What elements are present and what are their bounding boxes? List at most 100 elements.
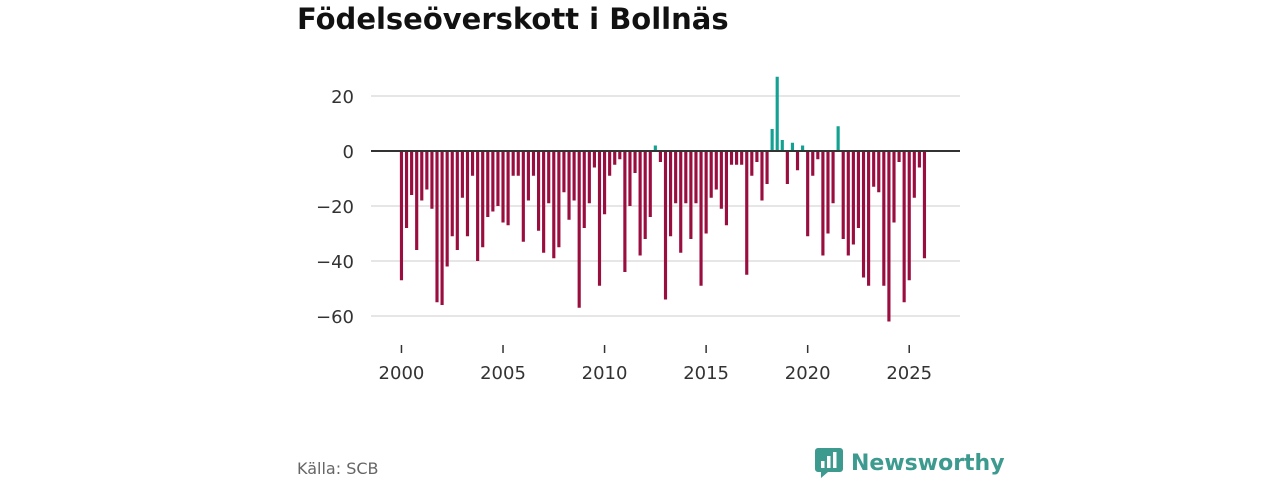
bar-negative xyxy=(735,151,739,165)
bar-negative xyxy=(435,151,439,303)
bar-positive xyxy=(780,140,784,151)
bar-negative xyxy=(897,151,901,162)
bar-negative xyxy=(430,151,434,209)
bar-negative xyxy=(729,151,734,165)
bar-negative xyxy=(470,151,475,176)
bar-negative xyxy=(669,151,673,237)
bar-negative xyxy=(907,151,911,281)
bar-negative xyxy=(572,151,576,201)
bar-negative xyxy=(658,151,662,162)
bar-negative xyxy=(542,151,546,253)
bar-negative xyxy=(704,151,708,234)
bar-negative xyxy=(689,151,693,239)
x-tick-label: 2005 xyxy=(480,363,526,384)
bar-negative xyxy=(516,151,520,176)
bar-negative xyxy=(638,151,642,256)
bar-negative xyxy=(501,151,505,223)
bar-negative xyxy=(724,151,729,226)
bar-negative xyxy=(526,151,530,201)
bar-negative xyxy=(476,151,480,261)
bar-negative xyxy=(709,151,713,198)
bar-chart: 20 0 −20 −40 −60 2000 2005 2010 2015 2020 2025 xyxy=(316,76,960,384)
bar-negative xyxy=(481,151,485,248)
bar-positive xyxy=(775,76,779,151)
bar-negative xyxy=(684,151,688,204)
bar-negative xyxy=(445,151,449,267)
bar-negative xyxy=(877,151,881,193)
bars xyxy=(399,76,927,322)
bar-positive xyxy=(790,142,795,151)
bar-negative xyxy=(592,151,596,168)
bar-negative xyxy=(714,151,718,190)
bar-negative xyxy=(887,151,891,322)
bar-negative xyxy=(455,151,459,250)
y-tick-labels: 20 0 −20 −40 −60 xyxy=(316,87,354,328)
bar-negative xyxy=(425,151,429,190)
bar-negative xyxy=(699,151,703,286)
bar-negative xyxy=(795,151,800,171)
newsworthy-logo[interactable]: Newsworthy xyxy=(815,446,1005,480)
bar-negative xyxy=(602,151,607,215)
bar-negative xyxy=(719,151,723,209)
newsworthy-logo-icon xyxy=(815,448,843,478)
bar-negative xyxy=(506,151,510,226)
bar-negative xyxy=(841,151,845,239)
bar-negative xyxy=(643,151,647,239)
newsworthy-wordmark: Newsworthy xyxy=(851,450,1005,476)
bar-negative xyxy=(491,151,495,212)
y-tick-label: −40 xyxy=(316,252,354,273)
bar-negative xyxy=(765,151,769,184)
bar-positive xyxy=(801,145,805,151)
bar-negative xyxy=(917,151,921,168)
bar-negative xyxy=(806,151,810,237)
bar-negative xyxy=(623,151,627,272)
bar-negative xyxy=(882,151,886,286)
bar-negative xyxy=(521,151,525,242)
bar-negative xyxy=(912,151,916,198)
bar-negative xyxy=(663,151,668,300)
source-note: Källa: SCB xyxy=(297,459,379,478)
bar-positive xyxy=(653,145,657,151)
bar-negative xyxy=(740,151,744,165)
bar-negative xyxy=(694,151,698,204)
bar-negative xyxy=(851,151,855,245)
bar-negative xyxy=(410,151,414,195)
bar-negative xyxy=(557,151,561,248)
y-tick-label: 0 xyxy=(343,142,354,163)
y-tick-label: −20 xyxy=(316,197,354,218)
bar-negative xyxy=(531,151,536,176)
bar-negative xyxy=(404,151,409,228)
bar-negative xyxy=(856,151,861,228)
bar-negative xyxy=(831,151,835,204)
x-tick-label: 2010 xyxy=(582,363,628,384)
bar-negative xyxy=(648,151,652,217)
bar-negative xyxy=(811,151,815,176)
bar-negative xyxy=(821,151,825,256)
bar-negative xyxy=(450,151,454,237)
bar-negative xyxy=(496,151,500,206)
bar-negative xyxy=(587,151,591,204)
bar-negative xyxy=(552,151,556,259)
bar-negative xyxy=(633,151,637,173)
bar-negative xyxy=(826,151,830,234)
bar-negative xyxy=(674,151,678,204)
bar-negative xyxy=(486,151,490,217)
bar-negative xyxy=(547,151,551,204)
bar-negative xyxy=(613,151,617,165)
bar-negative xyxy=(679,151,683,253)
bar-negative xyxy=(867,151,871,286)
bar-negative xyxy=(755,151,759,162)
bar-negative xyxy=(460,151,464,198)
bar-negative xyxy=(465,151,470,237)
bar-negative xyxy=(872,151,876,187)
y-tick-label: −60 xyxy=(316,307,354,328)
bar-negative xyxy=(750,151,754,176)
bar-negative xyxy=(785,151,789,184)
y-tick-label: 20 xyxy=(331,87,354,108)
bar-negative xyxy=(567,151,571,220)
bar-negative xyxy=(582,151,586,228)
bar-negative xyxy=(536,151,541,231)
bar-negative xyxy=(420,151,424,201)
bar-negative xyxy=(861,151,866,278)
bar-negative xyxy=(628,151,632,206)
